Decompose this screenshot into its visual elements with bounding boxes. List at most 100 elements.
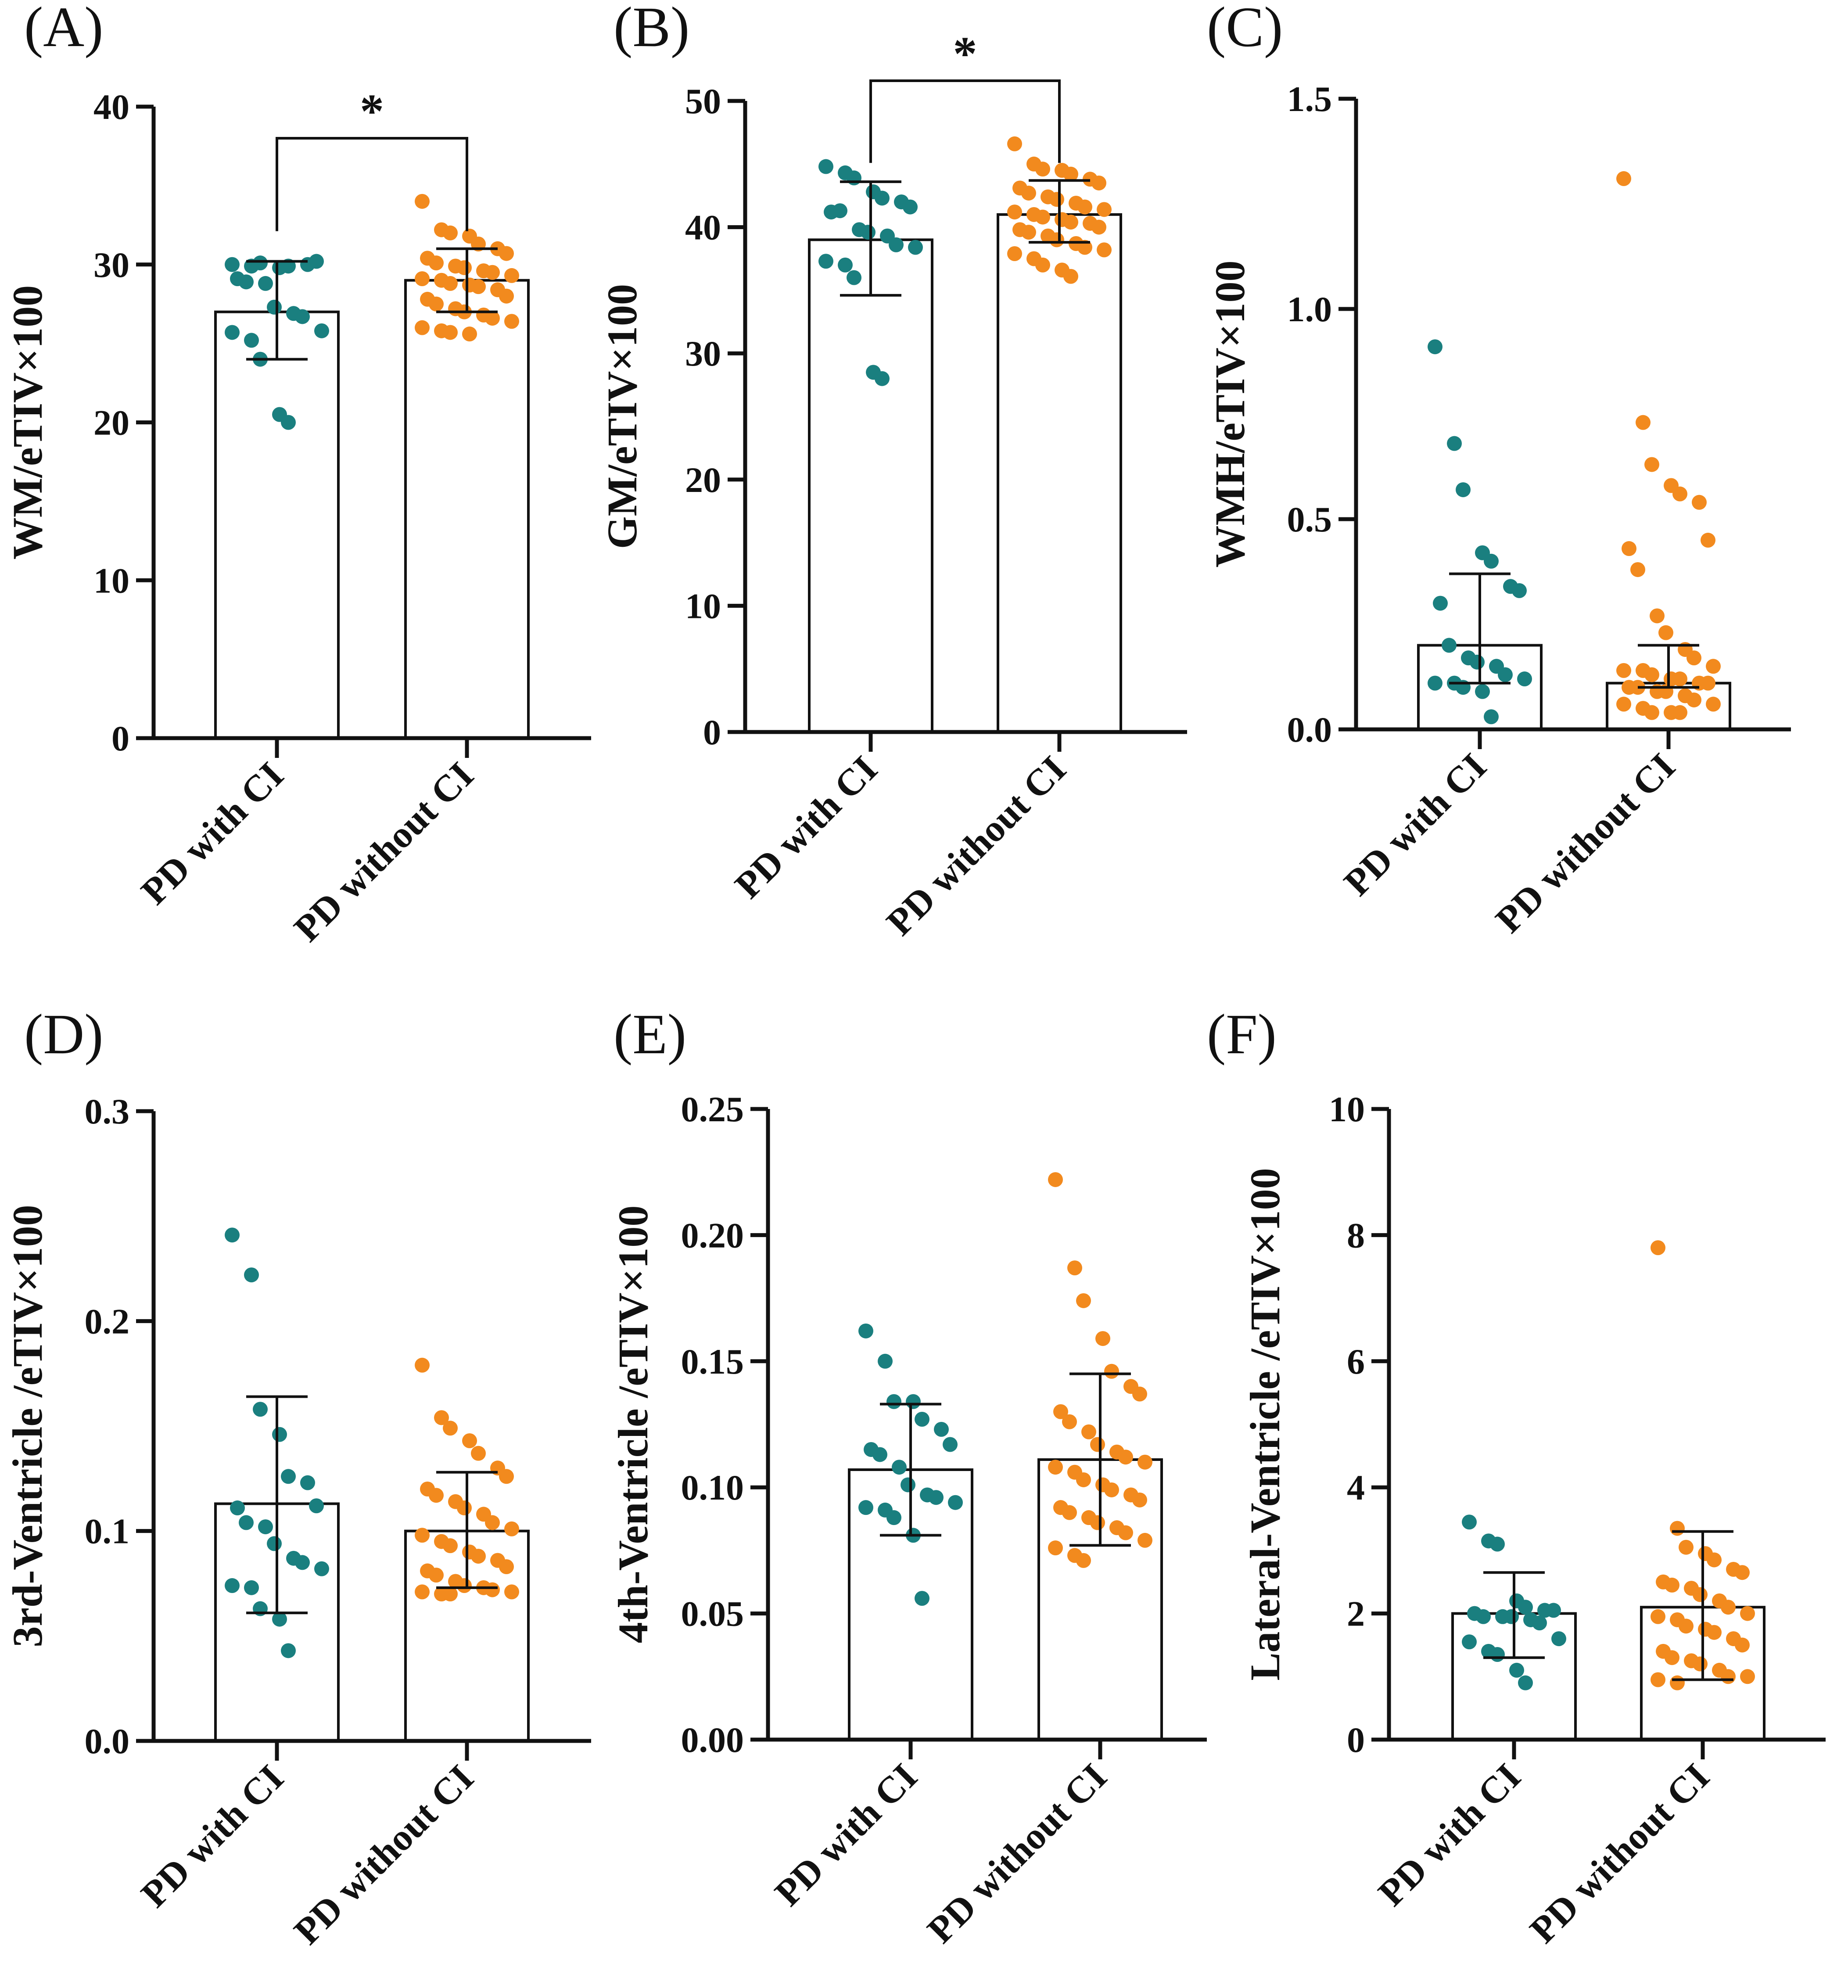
data-point [1740,1606,1755,1621]
y-tick-label: 8 [1347,1215,1365,1255]
y-tick-label: 20 [93,403,129,443]
x-category-label: PD without CI [286,754,481,950]
y-tick-label: 0.2 [85,1301,130,1341]
data-point [457,1500,472,1516]
data-point [1658,625,1673,640]
y-tick-label: 10 [685,586,721,626]
data-point [858,1500,873,1515]
data-point [499,288,514,304]
data-point [1721,1600,1736,1615]
data-point [1490,1647,1505,1662]
y-tick-label: 0.25 [681,1089,744,1129]
bar-with-ci [808,238,933,733]
data-point [1062,1414,1077,1429]
y-tick-label: 0.15 [681,1342,744,1382]
panel-label: (D) [24,1003,103,1066]
data-point [1706,696,1721,712]
data-point [875,190,890,206]
data-point [1687,650,1701,666]
x-category-label: PD with CI [133,754,292,913]
data-point [1091,219,1106,235]
data-point [1498,667,1513,682]
x-category-label: PD without CI [286,1757,481,1952]
data-point [906,1394,921,1409]
data-point [1007,205,1022,220]
data-point [429,255,444,271]
data-point [485,265,500,280]
y-tick-label: 30 [93,245,129,285]
chart-panel-e: (E) 0.00 0.05 0.10 0.15 0.20 0.25 PD with CIPD … [610,1003,1207,1951]
significance-bracket [276,136,468,231]
data-point [415,194,430,209]
data-point [1063,166,1078,182]
data-point [1077,199,1092,215]
y-tick-label: 50 [685,81,721,121]
y-tick-label: 0.3 [85,1091,130,1131]
data-point [429,1488,444,1503]
data-point [244,1267,259,1283]
data-point [934,1421,949,1437]
data-point [471,1446,486,1461]
data-point [889,237,904,252]
data-point [838,257,853,273]
data-point [415,320,430,335]
data-point [1097,202,1112,217]
significance-bracket [869,79,1061,163]
data-point [1053,1404,1068,1419]
data-point [1091,175,1106,190]
data-point [948,1495,963,1510]
y-tick-label: 0.00 [681,1720,744,1760]
data-point [471,279,486,294]
y-tick-label: 40 [93,87,129,127]
y-tick-label: 0.10 [681,1468,744,1507]
data-point [1517,671,1532,687]
data-point [1433,596,1448,611]
data-point [915,1591,929,1606]
data-point [1428,675,1443,691]
data-point [281,415,296,430]
x-category-label: PD with CI [727,748,886,907]
panel-label: (F) [1207,1003,1277,1066]
data-point [258,276,273,291]
data-point [1504,1609,1519,1624]
data-point [1650,608,1665,624]
data-point [462,327,477,342]
y-tick-label: 0 [1347,1720,1365,1760]
data-point [443,1421,458,1436]
y-tick-label: 20 [685,460,721,500]
y-tick-label: 6 [1347,1342,1365,1382]
y-tick-label: 1.5 [1287,79,1332,119]
y-axis-title: Lateral-Ventricle /eTIV×100 [1242,1168,1288,1680]
data-point [1076,1293,1091,1308]
data-point [295,309,310,324]
data-point [300,1475,315,1490]
data-point [314,323,329,338]
panel-label: (B) [614,0,689,59]
panel-label: (E) [614,1003,686,1066]
data-point [1665,1577,1679,1593]
y-tick-label: 30 [685,334,721,373]
data-point [872,1447,887,1462]
data-point [1447,436,1462,451]
data-point [915,1412,929,1427]
data-point [929,1490,944,1505]
x-category-label: PD without CI [1521,1755,1717,1951]
data-point [272,1611,287,1627]
data-point [886,1510,901,1525]
x-category-label: PD without CI [878,748,1074,944]
data-point [415,1584,430,1600]
significance-asterisk: * [360,84,384,138]
y-axis-title: WMH/eTIV×100 [1206,261,1253,568]
data-point [1067,1260,1082,1276]
data-point [1081,1424,1096,1439]
data-point [832,203,847,219]
data-point [1118,1525,1133,1540]
data-point [1462,1514,1477,1530]
data-point [1456,482,1471,497]
data-point [267,299,282,315]
data-point [499,246,514,261]
data-point [1063,269,1078,284]
y-axis-title: WM/eTIV×100 [4,285,51,560]
